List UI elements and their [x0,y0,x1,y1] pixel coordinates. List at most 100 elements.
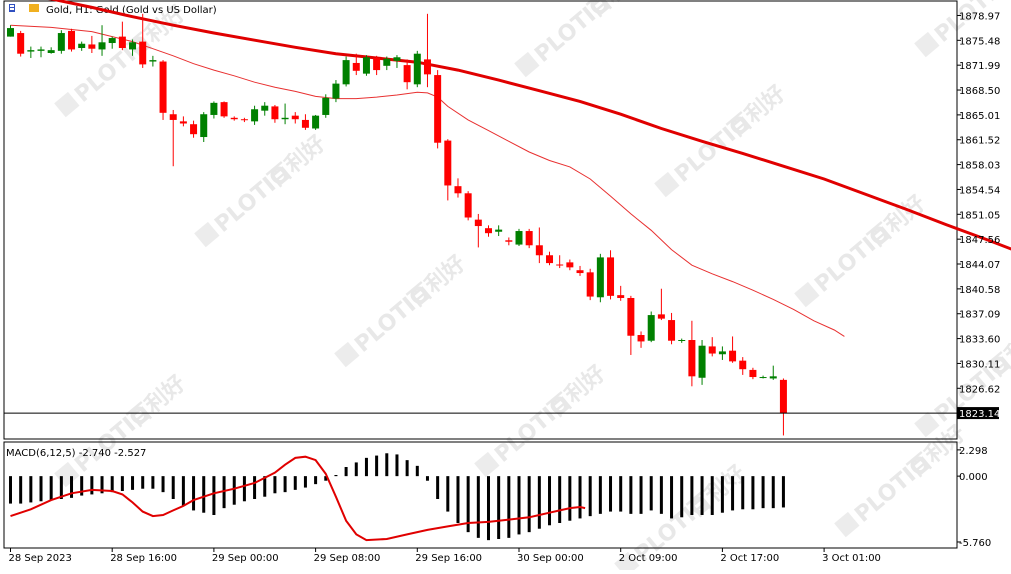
candle-body [190,124,197,134]
macd-bar [365,458,368,476]
candle [312,115,319,130]
x-tick-label: 29 Sep 08:00 [314,553,381,564]
x-tick-label: 28 Sep 2023 [9,553,72,564]
candle [668,313,675,344]
candle [475,214,482,247]
candle-body [343,60,350,84]
candle-body [27,50,34,51]
candle-body [699,346,706,378]
macd-bar [284,476,287,492]
candle [760,376,767,379]
candle [373,56,380,75]
candle-body [393,57,400,61]
macd-bar [202,476,205,513]
macd-bar [406,460,409,476]
candle [505,237,512,245]
macd-bar [172,476,175,499]
candle-body [770,376,777,378]
candle-body [648,315,655,341]
chart-header: Gold, H1: Gold (Gold vs US Dollar) [9,4,217,16]
macd-bar [40,476,43,501]
candle [271,105,278,123]
macd-bar [721,476,724,513]
macd-bar [528,476,531,532]
macd-bar [273,476,276,493]
candle [546,252,553,266]
candle-body [99,42,106,49]
macd-bar [599,476,602,514]
macd-bar [182,476,185,506]
candle-body [668,320,675,341]
y-tick-label: 1851.05 [959,210,1000,221]
candle [587,269,594,300]
candle [648,312,655,343]
candle [7,25,14,36]
candle-body [210,103,217,115]
candle-body [780,380,787,413]
candle-body [465,193,472,217]
candle [556,255,563,268]
candle [119,22,126,50]
candle-body [729,351,736,362]
candle-body [373,58,380,70]
macd-bar [304,476,307,487]
candle [48,47,55,53]
macd-bar [548,476,551,525]
macd-bar [640,476,643,514]
macd-bar [162,476,165,492]
macd-bar [518,476,521,534]
candle [516,229,523,246]
y-tick-label: 1868.50 [959,86,1000,97]
candle [465,191,472,220]
candle-body [353,63,360,71]
macd-bar [345,467,348,476]
candle-body [332,84,339,99]
candle [170,110,177,166]
macd-bar [131,476,134,490]
macd-bar [19,476,22,503]
x-tick-label: 2 Oct 17:00 [720,553,779,564]
macd-bar [751,476,754,509]
macd-bar [29,476,32,502]
macd-bar [294,476,297,490]
y-tick-label: 1830.11 [959,359,1000,370]
macd-pane-frame [4,442,957,548]
candle-body [170,114,177,120]
macd-y-tick-label: 2.298 [959,446,988,457]
candle [404,59,411,89]
candle-body [658,314,665,318]
watermark-cjk: 百利好 [863,190,930,252]
candle-body [719,351,726,354]
candle-body [627,298,634,336]
x-tick-label: 28 Sep 16:00 [110,553,177,564]
macd-bar [253,476,256,499]
candle [566,260,573,271]
watermark-cjk: 百利好 [683,460,750,522]
candle-body [78,44,85,48]
y-tick-label: 1858.03 [959,161,1000,172]
candle [485,225,492,236]
candle-body [505,240,512,241]
candle [27,47,34,58]
macd-label: MACD(6,12,5) -2.740 -2.527 [6,448,146,459]
watermark-layer: PLOTIO百利好PLOTIO百利好PLOTIO百利好PLOTIO百利好PLOT… [53,0,1011,570]
candle-body [678,340,685,341]
macd-bar [670,476,673,518]
macd-bar [375,456,378,477]
candle-body [88,44,95,48]
candle-body [638,335,645,341]
candle-body [251,109,258,121]
candle [210,101,217,118]
candle [434,70,441,148]
candle [688,321,695,387]
candle [536,227,543,263]
candle [729,336,736,362]
candle [699,340,706,385]
macd-bar [385,453,388,476]
